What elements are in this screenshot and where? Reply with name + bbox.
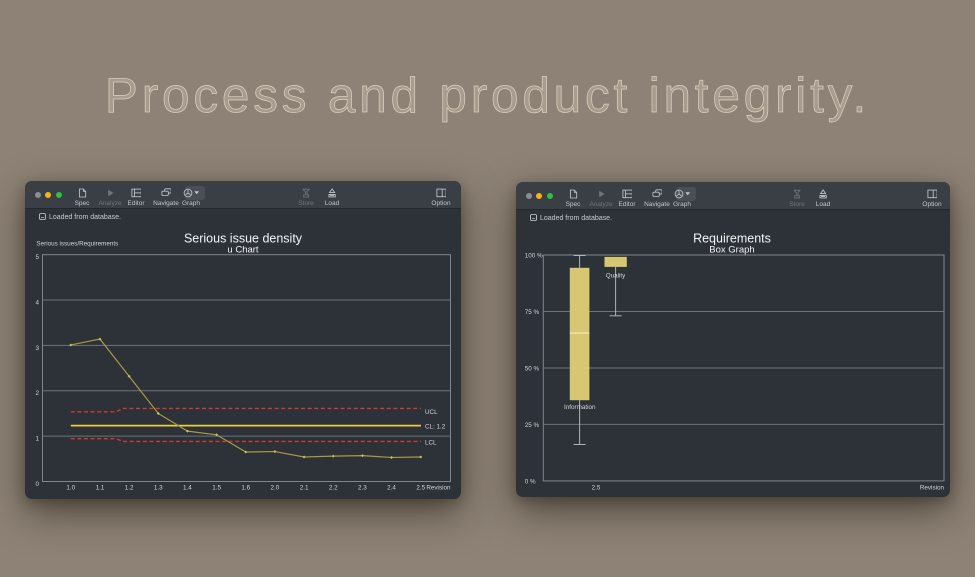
- svg-text:3: 3: [36, 345, 40, 352]
- svg-text:1.6: 1.6: [241, 485, 250, 492]
- svg-text:u Chart: u Chart: [227, 245, 259, 256]
- svg-text:1.2: 1.2: [125, 485, 134, 492]
- svg-text:Serious issue density: Serious issue density: [184, 232, 303, 246]
- svg-text:2.2: 2.2: [329, 485, 338, 492]
- svg-text:2: 2: [36, 390, 40, 397]
- svg-text:2.5: 2.5: [592, 485, 601, 492]
- svg-text:Revision: Revision: [426, 485, 451, 492]
- svg-text:Revision: Revision: [920, 485, 945, 492]
- svg-text:LCL: LCL: [425, 440, 437, 447]
- svg-text:Quality: Quality: [606, 273, 626, 280]
- svg-text:1.3: 1.3: [154, 485, 163, 492]
- svg-text:75 %: 75 %: [525, 309, 540, 316]
- svg-text:UCL: UCL: [425, 409, 438, 416]
- svg-text:2.1: 2.1: [300, 485, 309, 492]
- svg-text:Requirements: Requirements: [693, 232, 771, 246]
- svg-text:0: 0: [36, 481, 40, 488]
- svg-text:Serious issues/Requirements: Serious issues/Requirements: [36, 241, 118, 248]
- svg-text:2.5: 2.5: [416, 485, 425, 492]
- svg-text:0 %: 0 %: [525, 478, 536, 485]
- svg-text:4: 4: [36, 300, 40, 307]
- svg-text:2.3: 2.3: [358, 485, 367, 492]
- svg-text:1: 1: [36, 436, 40, 443]
- svg-text:2.4: 2.4: [387, 485, 396, 492]
- svg-text:50 %: 50 %: [525, 365, 540, 372]
- svg-text:25 %: 25 %: [525, 422, 540, 429]
- svg-text:1.5: 1.5: [212, 485, 221, 492]
- svg-text:2.0: 2.0: [271, 485, 280, 492]
- svg-text:CL: 1.2: CL: 1.2: [425, 424, 446, 431]
- svg-text:1.4: 1.4: [183, 485, 192, 492]
- svg-text:Box Graph: Box Graph: [709, 245, 754, 256]
- svg-text:Information: Information: [564, 404, 596, 411]
- svg-text:100 %: 100 %: [525, 253, 543, 260]
- svg-text:5: 5: [36, 254, 40, 261]
- svg-text:1.0: 1.0: [66, 485, 75, 492]
- svg-text:1.1: 1.1: [96, 485, 105, 492]
